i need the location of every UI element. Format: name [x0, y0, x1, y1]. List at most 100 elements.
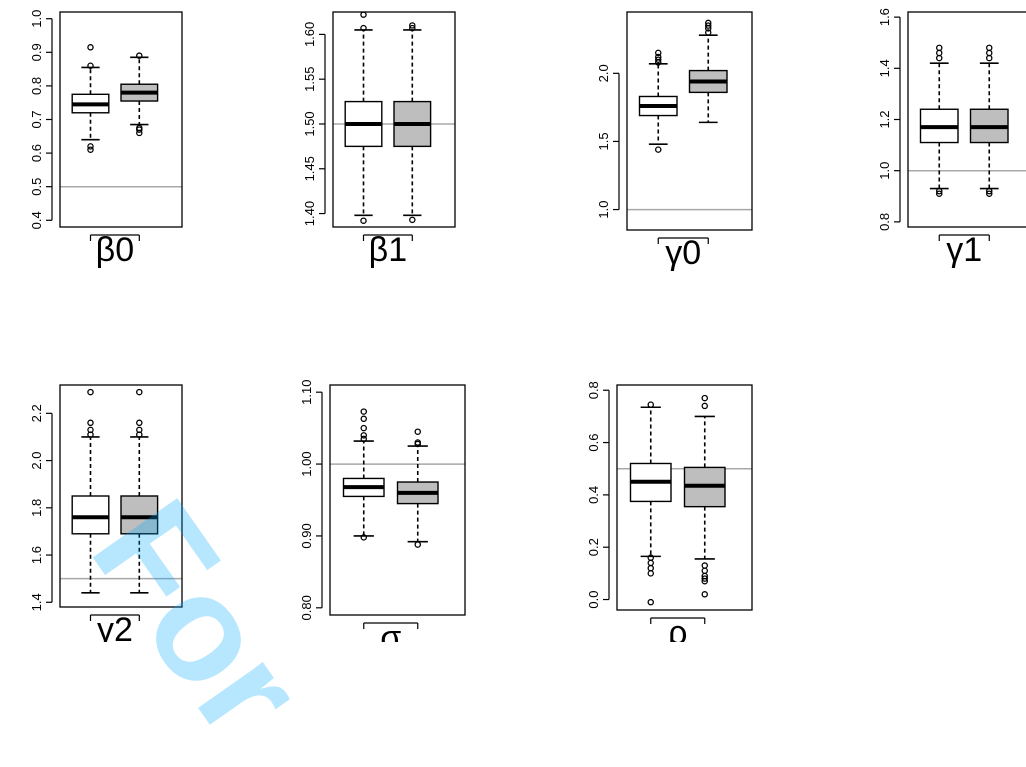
plot-frame: [907, 11, 1026, 228]
outlier-point: [655, 146, 662, 153]
box-2: [120, 495, 159, 535]
y-tick-label: 1.0: [596, 201, 611, 219]
y-tick-label: 1.00: [299, 451, 314, 476]
outlier-point: [701, 575, 709, 582]
y-tick-label: 2.0: [29, 452, 44, 470]
outlier-point: [655, 49, 662, 57]
y-tick-label: 0.8: [586, 381, 601, 399]
x-axis-label: γ1: [946, 231, 982, 269]
y-tick-label: 1.45: [302, 156, 317, 181]
outlier-point: [986, 49, 993, 57]
outlier-point: [87, 426, 94, 434]
outlier-point: [414, 428, 421, 435]
panel-1: 0.4 0.5 0.6 0.7 0.8 0.9 1.0 β0: [29, 10, 183, 269]
box-1: [71, 495, 110, 535]
outlier-point: [414, 439, 421, 446]
outlier-point: [136, 419, 143, 427]
outlier-point: [936, 190, 943, 197]
y-tick-label: 0.5: [29, 178, 44, 196]
panel-3: 1.0 1.5 2.0 γ0: [596, 11, 753, 272]
outlier-point: [409, 22, 416, 29]
outlier-point: [936, 187, 943, 195]
x-axis-label: γ2: [97, 611, 133, 642]
outlier-point: [360, 435, 367, 443]
y-tick-label: 2.2: [29, 404, 44, 422]
outlier-point: [701, 591, 709, 598]
outlier-point: [87, 146, 94, 153]
y-tick-label: 0.6: [29, 144, 44, 162]
outlier-point: [701, 562, 709, 569]
outlier-point: [87, 419, 94, 427]
x-axis-label: γ0: [665, 234, 701, 272]
plot-frame: [616, 384, 753, 611]
outlier-point: [936, 44, 943, 52]
outlier-point: [647, 554, 655, 561]
y-tick-label: 1.6: [29, 546, 44, 564]
y-tick-label: 1.40: [302, 201, 317, 226]
y-tick-label: 1.60: [302, 22, 317, 47]
plot-frame: [329, 384, 466, 616]
outlier-point: [647, 559, 655, 567]
outlier-point: [986, 44, 993, 52]
outlier-point: [986, 54, 993, 62]
y-tick-label: 0.4: [29, 211, 44, 229]
y-tick-label: 1.2: [877, 110, 892, 128]
y-tick-label: 1.0: [29, 10, 44, 28]
plot-frame: [59, 384, 183, 608]
outlier-point: [701, 394, 709, 402]
panel-2: 1.40 1.45 1.50 1.55 1.60 β1: [302, 11, 456, 269]
outlier-point: [936, 54, 943, 62]
y-tick-label: 0.90: [299, 523, 314, 548]
y-tick-label: 0.4: [586, 486, 601, 504]
outlier-point: [655, 53, 662, 61]
outlier-point: [647, 570, 655, 577]
outlier-point: [360, 432, 367, 439]
y-tick-label: 1.55: [302, 67, 317, 92]
figure-canvas: 0.4 0.5 0.6 0.7 0.8 0.9 1.0 β0 1.40 1.45 1.50 1.55 1…: [29, 8, 1026, 765]
outlier-point: [87, 388, 94, 396]
y-tick-label: 1.5: [596, 132, 611, 150]
outlier-point: [705, 22, 712, 29]
outlier-point: [360, 534, 367, 541]
outlier-point: [136, 124, 143, 132]
outlier-point: [87, 44, 94, 51]
y-tick-label: 0.6: [586, 434, 601, 452]
y-tick-label: 1.0: [877, 162, 892, 180]
outlier-point: [360, 424, 367, 432]
y-tick-label: 0.0: [586, 590, 601, 608]
y-tick-label: 1.10: [299, 380, 314, 405]
outlier-point: [87, 62, 94, 70]
panel-4: 0.8 1.0 1.2 1.4 1.6 γ1: [877, 8, 1026, 269]
x-axis-label: β0: [96, 231, 134, 269]
y-tick-label: 0.9: [29, 43, 44, 61]
outlier-point: [136, 388, 143, 396]
outlier-point: [701, 402, 709, 410]
outlier-point: [986, 187, 993, 195]
outlier-point: [414, 541, 421, 548]
outlier-point: [655, 56, 662, 63]
outlier-point: [360, 11, 367, 18]
plot-frame: [59, 11, 183, 228]
outlier-point: [360, 24, 367, 32]
outlier-point: [705, 29, 712, 36]
y-tick-label: 1.8: [29, 499, 44, 517]
outlier-point: [986, 190, 993, 197]
panel-7: 0.0 0.2 0.4 0.6 0.8 ρ: [586, 381, 753, 652]
y-tick-label: 1.4: [29, 593, 44, 611]
plot-frame: [332, 11, 456, 228]
plot-frame: [626, 11, 753, 231]
y-tick-label: 2.0: [596, 64, 611, 82]
outlier-point: [360, 415, 367, 423]
y-tick-label: 1.6: [877, 8, 892, 26]
x-axis-label: β1: [369, 231, 407, 269]
outlier-point: [705, 19, 712, 27]
y-tick-label: 1.4: [877, 59, 892, 77]
outlier-point: [647, 401, 655, 408]
panel-6: 0.80 0.90 1.00 1.10 σ: [299, 380, 466, 657]
outlier-point: [136, 426, 143, 434]
x-axis-label: σ: [380, 619, 401, 642]
y-tick-label: 0.7: [29, 110, 44, 128]
outlier-point: [409, 24, 416, 32]
outlier-point: [936, 49, 943, 57]
y-tick-label: 1.50: [302, 111, 317, 136]
